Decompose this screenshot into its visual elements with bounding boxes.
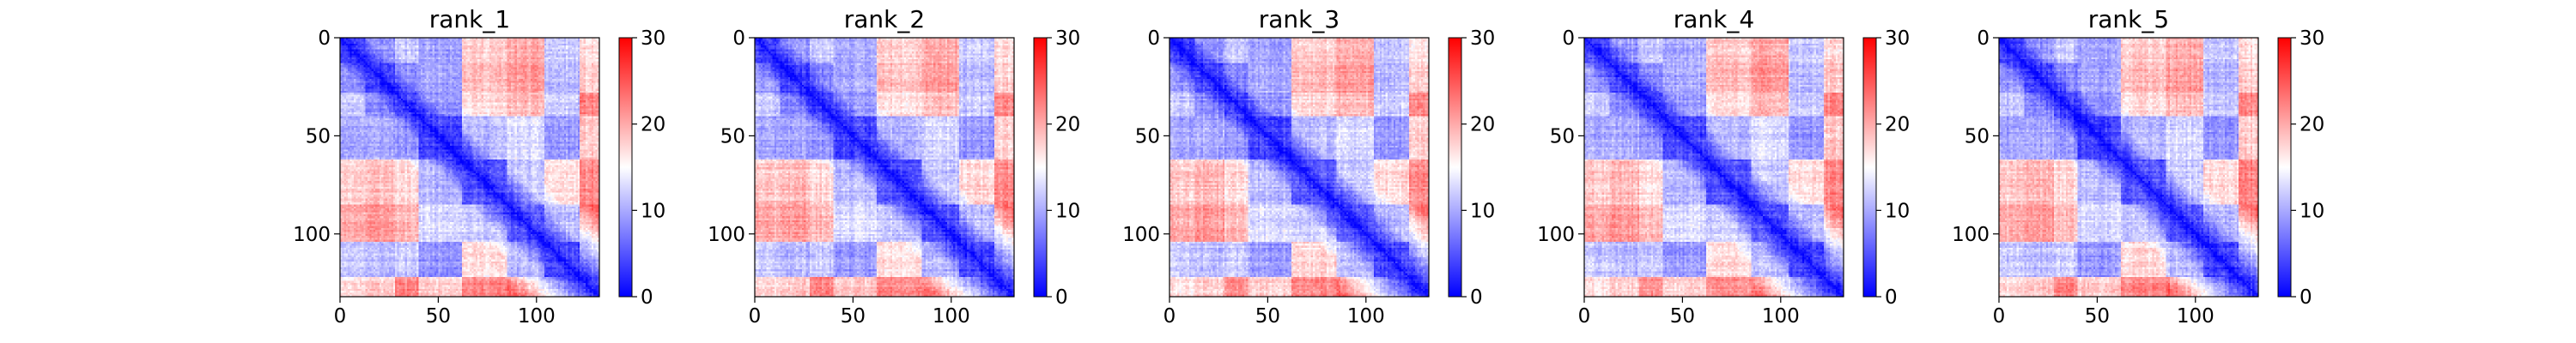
colorbar-tick-label: 10: [2300, 200, 2324, 222]
colorbar-tick-label: 30: [2300, 27, 2324, 50]
colorbar-tick-label: 20: [1055, 114, 1080, 136]
heatmap-panel: rank_1 0 50 100 0 50 100 0 10 20 30: [293, 5, 665, 328]
colorbar-tick-label: 20: [641, 114, 665, 136]
colorbar-tick-label: 0: [1470, 286, 1483, 309]
colorbar-tick-label: 0: [1885, 286, 1898, 309]
x-tick-label: 0: [749, 305, 762, 328]
colorbar-tick-label: 30: [1055, 27, 1080, 50]
x-tick-label: 0: [1993, 305, 2006, 328]
y-tick-label: 0: [1562, 27, 1575, 50]
colorbar-tick-label: 30: [1470, 27, 1495, 50]
y-tick-label: 50: [1135, 125, 1160, 147]
x-tick-label: 50: [426, 305, 451, 328]
x-tick-label: 100: [1762, 305, 1800, 328]
colorbar-tick-label: 0: [2300, 286, 2312, 309]
y-tick-label: 0: [732, 27, 745, 50]
y-tick-label: 0: [1147, 27, 1160, 50]
colorbar: [2277, 37, 2292, 298]
y-tick-label: 100: [708, 224, 745, 246]
heatmap-image: [1170, 38, 1429, 297]
colorbar-tick-label: 0: [641, 286, 653, 309]
heatmap-panel: rank_3 0 50 100 0 50 100 0 10 20 30: [1122, 5, 1495, 328]
x-tick-label: 50: [1670, 305, 1695, 328]
x-tick-label: 100: [1347, 305, 1385, 328]
axes-frame: [339, 37, 600, 298]
colorbar-tick-label: 20: [1885, 114, 1910, 136]
axes-frame: [754, 37, 1015, 298]
y-tick-label: 50: [1550, 125, 1575, 147]
y-tick-label: 50: [1965, 125, 1990, 147]
colorbar-tick-label: 30: [1885, 27, 1910, 50]
x-tick-label: 50: [1255, 305, 1280, 328]
colorbar: [1033, 37, 1048, 298]
colorbar-tick-label: 10: [1470, 200, 1495, 222]
panel-title: rank_2: [844, 5, 925, 33]
colorbar-tick-label: 30: [641, 27, 665, 50]
panel-title: rank_1: [429, 5, 510, 33]
colorbar: [618, 37, 633, 298]
colorbar-tick-label: 20: [2300, 114, 2324, 136]
y-tick-label: 50: [720, 125, 745, 147]
heatmap-image: [1584, 38, 1844, 297]
x-tick-label: 0: [1163, 305, 1176, 328]
heatmap-panel: rank_5 0 50 100 0 50 100 0 10 20 30: [1952, 5, 2324, 328]
x-tick-label: 50: [2085, 305, 2110, 328]
colorbar-tick-label: 10: [1885, 200, 1910, 222]
y-tick-label: 100: [1537, 224, 1575, 246]
heatmap-image: [1999, 38, 2258, 297]
axes-frame: [1169, 37, 1430, 298]
colorbar: [1862, 37, 1877, 298]
heatmap-panel: rank_4 0 50 100 0 50 100 0 10 20 30: [1537, 5, 1910, 328]
x-tick-label: 50: [841, 305, 866, 328]
panel-title: rank_4: [1674, 5, 1754, 33]
heatmap-image: [340, 38, 599, 297]
x-tick-label: 100: [933, 305, 970, 328]
y-tick-label: 100: [293, 224, 331, 246]
colorbar-tick-label: 10: [1055, 200, 1080, 222]
panel-title: rank_3: [1259, 5, 1340, 33]
colorbar: [1448, 37, 1462, 298]
heatmap-panel: rank_2 0 50 100 0 50 100 0 10 20 30: [708, 5, 1080, 328]
x-tick-label: 0: [334, 305, 347, 328]
y-tick-label: 0: [1977, 27, 1990, 50]
heatmap-image: [755, 38, 1014, 297]
x-tick-label: 100: [2177, 305, 2215, 328]
axes-frame: [1583, 37, 1844, 298]
colorbar-tick-label: 20: [1470, 114, 1495, 136]
axes-frame: [1998, 37, 2259, 298]
x-tick-label: 0: [1578, 305, 1591, 328]
panel-title: rank_5: [2088, 5, 2169, 33]
y-tick-label: 0: [318, 27, 331, 50]
y-tick-label: 50: [306, 125, 331, 147]
x-tick-label: 100: [518, 305, 556, 328]
y-tick-label: 100: [1952, 224, 1990, 246]
y-tick-label: 100: [1122, 224, 1160, 246]
colorbar-tick-label: 10: [641, 200, 665, 222]
colorbar-tick-label: 0: [1055, 286, 1068, 309]
